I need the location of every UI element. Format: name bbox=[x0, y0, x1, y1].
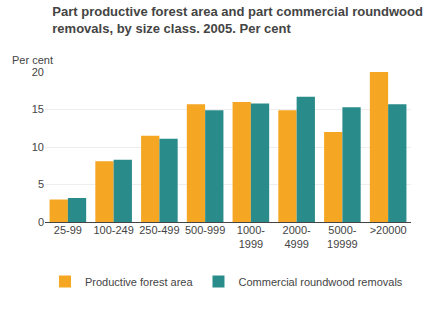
svg-text:10: 10 bbox=[32, 141, 44, 153]
svg-text:>20000: >20000 bbox=[370, 224, 407, 236]
svg-text:15: 15 bbox=[32, 103, 44, 115]
svg-text:Part productive forest area an: Part productive forest area and part com… bbox=[52, 4, 423, 36]
svg-text:250-499: 250-499 bbox=[139, 224, 179, 236]
svg-text:5: 5 bbox=[38, 178, 44, 190]
svg-text:5000-19999: 5000-19999 bbox=[327, 224, 358, 250]
svg-text:20: 20 bbox=[32, 66, 44, 78]
svg-text:Commercial roundwood removals: Commercial roundwood removals bbox=[238, 276, 402, 288]
svg-text:1000-1999: 1000-1999 bbox=[237, 224, 265, 250]
svg-text:Productive forest area: Productive forest area bbox=[85, 276, 193, 288]
svg-text:Per cent: Per cent bbox=[12, 54, 53, 66]
svg-text:0: 0 bbox=[38, 216, 44, 228]
svg-text:500-999: 500-999 bbox=[185, 224, 225, 236]
svg-text:25-99: 25-99 bbox=[54, 224, 82, 236]
svg-text:100-249: 100-249 bbox=[93, 224, 133, 236]
svg-text:2000-4999: 2000-4999 bbox=[283, 224, 311, 250]
